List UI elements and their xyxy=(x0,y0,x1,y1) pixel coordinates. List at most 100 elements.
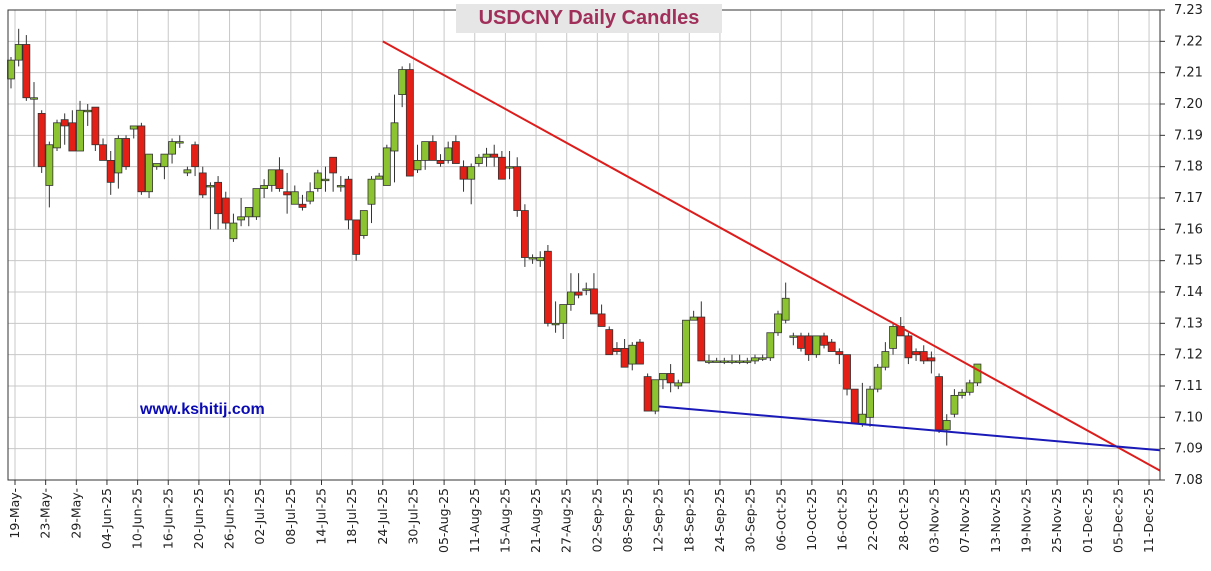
candle-body xyxy=(221,197,230,224)
candle-body xyxy=(60,119,69,127)
candle-body xyxy=(352,219,361,255)
candle-body xyxy=(122,138,130,168)
candle-body xyxy=(459,166,468,180)
candle-body xyxy=(797,335,805,349)
candle-body xyxy=(76,109,84,152)
candle-body xyxy=(935,376,943,431)
x-tick-label: 03-Nov-25 xyxy=(927,488,942,553)
candle-body xyxy=(91,106,100,146)
y-tick-label: 7.10 xyxy=(1174,410,1203,425)
candle-body xyxy=(497,156,506,180)
candle-body xyxy=(912,351,920,356)
candle-body xyxy=(582,288,591,291)
candle-body xyxy=(520,210,529,258)
x-tick-label: 02-Sep-25 xyxy=(589,488,604,552)
candle-body xyxy=(950,394,959,415)
candle-body xyxy=(229,222,238,240)
y-tick-label: 7.14 xyxy=(1174,285,1203,300)
x-tick-label: 25-Nov-25 xyxy=(1049,488,1064,553)
candle-body xyxy=(191,144,199,168)
candle-body xyxy=(37,113,46,168)
x-tick-label: 16-Oct-25 xyxy=(835,488,850,551)
candle-body xyxy=(244,206,253,218)
y-tick-label: 7.16 xyxy=(1174,222,1203,237)
candle-body xyxy=(413,159,422,171)
candle-body xyxy=(674,382,683,387)
y-tick-label: 7.11 xyxy=(1174,379,1203,394)
candle-body xyxy=(620,347,629,368)
candle-body xyxy=(758,357,767,360)
candle-body xyxy=(83,109,92,113)
candle-body xyxy=(168,141,176,155)
candle-body xyxy=(214,181,222,215)
x-tick-label: 05-Dec-25 xyxy=(1110,488,1125,553)
candle-body xyxy=(590,288,598,315)
candle-body xyxy=(513,166,522,211)
candle-body xyxy=(260,185,269,189)
candle-body xyxy=(444,147,453,161)
candle-body xyxy=(451,141,460,164)
y-tick-label: 7.13 xyxy=(1174,316,1203,331)
x-tick-label: 10-Oct-25 xyxy=(804,488,819,551)
x-tick-label: 08-Jul-25 xyxy=(283,488,298,545)
candle-body xyxy=(68,122,77,152)
candle-body xyxy=(789,335,798,338)
candle-body xyxy=(544,250,552,324)
candle-body xyxy=(774,313,782,334)
candle-body xyxy=(490,153,499,158)
candle-body xyxy=(160,153,169,168)
candle-body xyxy=(106,159,115,183)
y-tick-label: 7.15 xyxy=(1174,254,1203,269)
x-tick-label: 26-Jun-25 xyxy=(222,488,237,549)
x-tick-label: 04-Jun-25 xyxy=(99,488,114,549)
candle-body xyxy=(666,373,675,384)
candle-body xyxy=(850,388,859,424)
candle-body xyxy=(528,257,537,260)
candle-body xyxy=(812,335,821,356)
x-tick-label: 23-May- xyxy=(38,488,53,539)
candle-body xyxy=(252,188,261,218)
candle-body xyxy=(613,347,621,352)
candle-body xyxy=(651,379,660,412)
candle-body xyxy=(597,313,606,327)
candle-body xyxy=(827,341,836,352)
candle-body xyxy=(927,357,936,362)
y-tick-label: 7.20 xyxy=(1174,97,1203,112)
x-tick-label: 24-Sep-25 xyxy=(712,488,727,552)
title-background xyxy=(456,4,722,33)
candle-body xyxy=(22,44,31,99)
candle-body xyxy=(390,122,399,152)
candle-body xyxy=(881,351,890,368)
candle-body xyxy=(129,125,138,130)
candle-body xyxy=(375,175,384,180)
candle-body xyxy=(183,169,192,174)
candle-body xyxy=(712,360,721,363)
x-tick-label: 06-Oct-25 xyxy=(773,488,788,551)
x-tick-label: 05-Aug-25 xyxy=(436,488,451,553)
candle-body xyxy=(398,69,407,95)
candle-body xyxy=(321,178,330,182)
candle-body xyxy=(643,376,652,412)
candle-body xyxy=(267,169,276,186)
candle-body xyxy=(344,178,353,221)
candle-body xyxy=(53,122,61,149)
trendlines xyxy=(382,40,1161,472)
candle-body xyxy=(636,341,644,365)
candle-body xyxy=(574,291,583,296)
candle-body xyxy=(605,329,614,356)
candle-body xyxy=(290,191,299,205)
candle-body xyxy=(536,257,545,262)
candle-body xyxy=(697,316,706,362)
candle-body xyxy=(873,366,882,390)
candle-body xyxy=(766,332,775,359)
candle-body xyxy=(889,326,897,349)
x-tick-label: 30-Jul-25 xyxy=(405,488,420,545)
candle-body xyxy=(820,335,828,346)
x-tick-label: 15-Aug-25 xyxy=(497,488,512,553)
candle-body xyxy=(551,322,560,326)
candle-body xyxy=(919,351,928,362)
y-tick-label: 7.21 xyxy=(1174,66,1203,81)
x-tick-label: 07-Nov-25 xyxy=(957,488,972,553)
candle-body xyxy=(145,153,153,193)
